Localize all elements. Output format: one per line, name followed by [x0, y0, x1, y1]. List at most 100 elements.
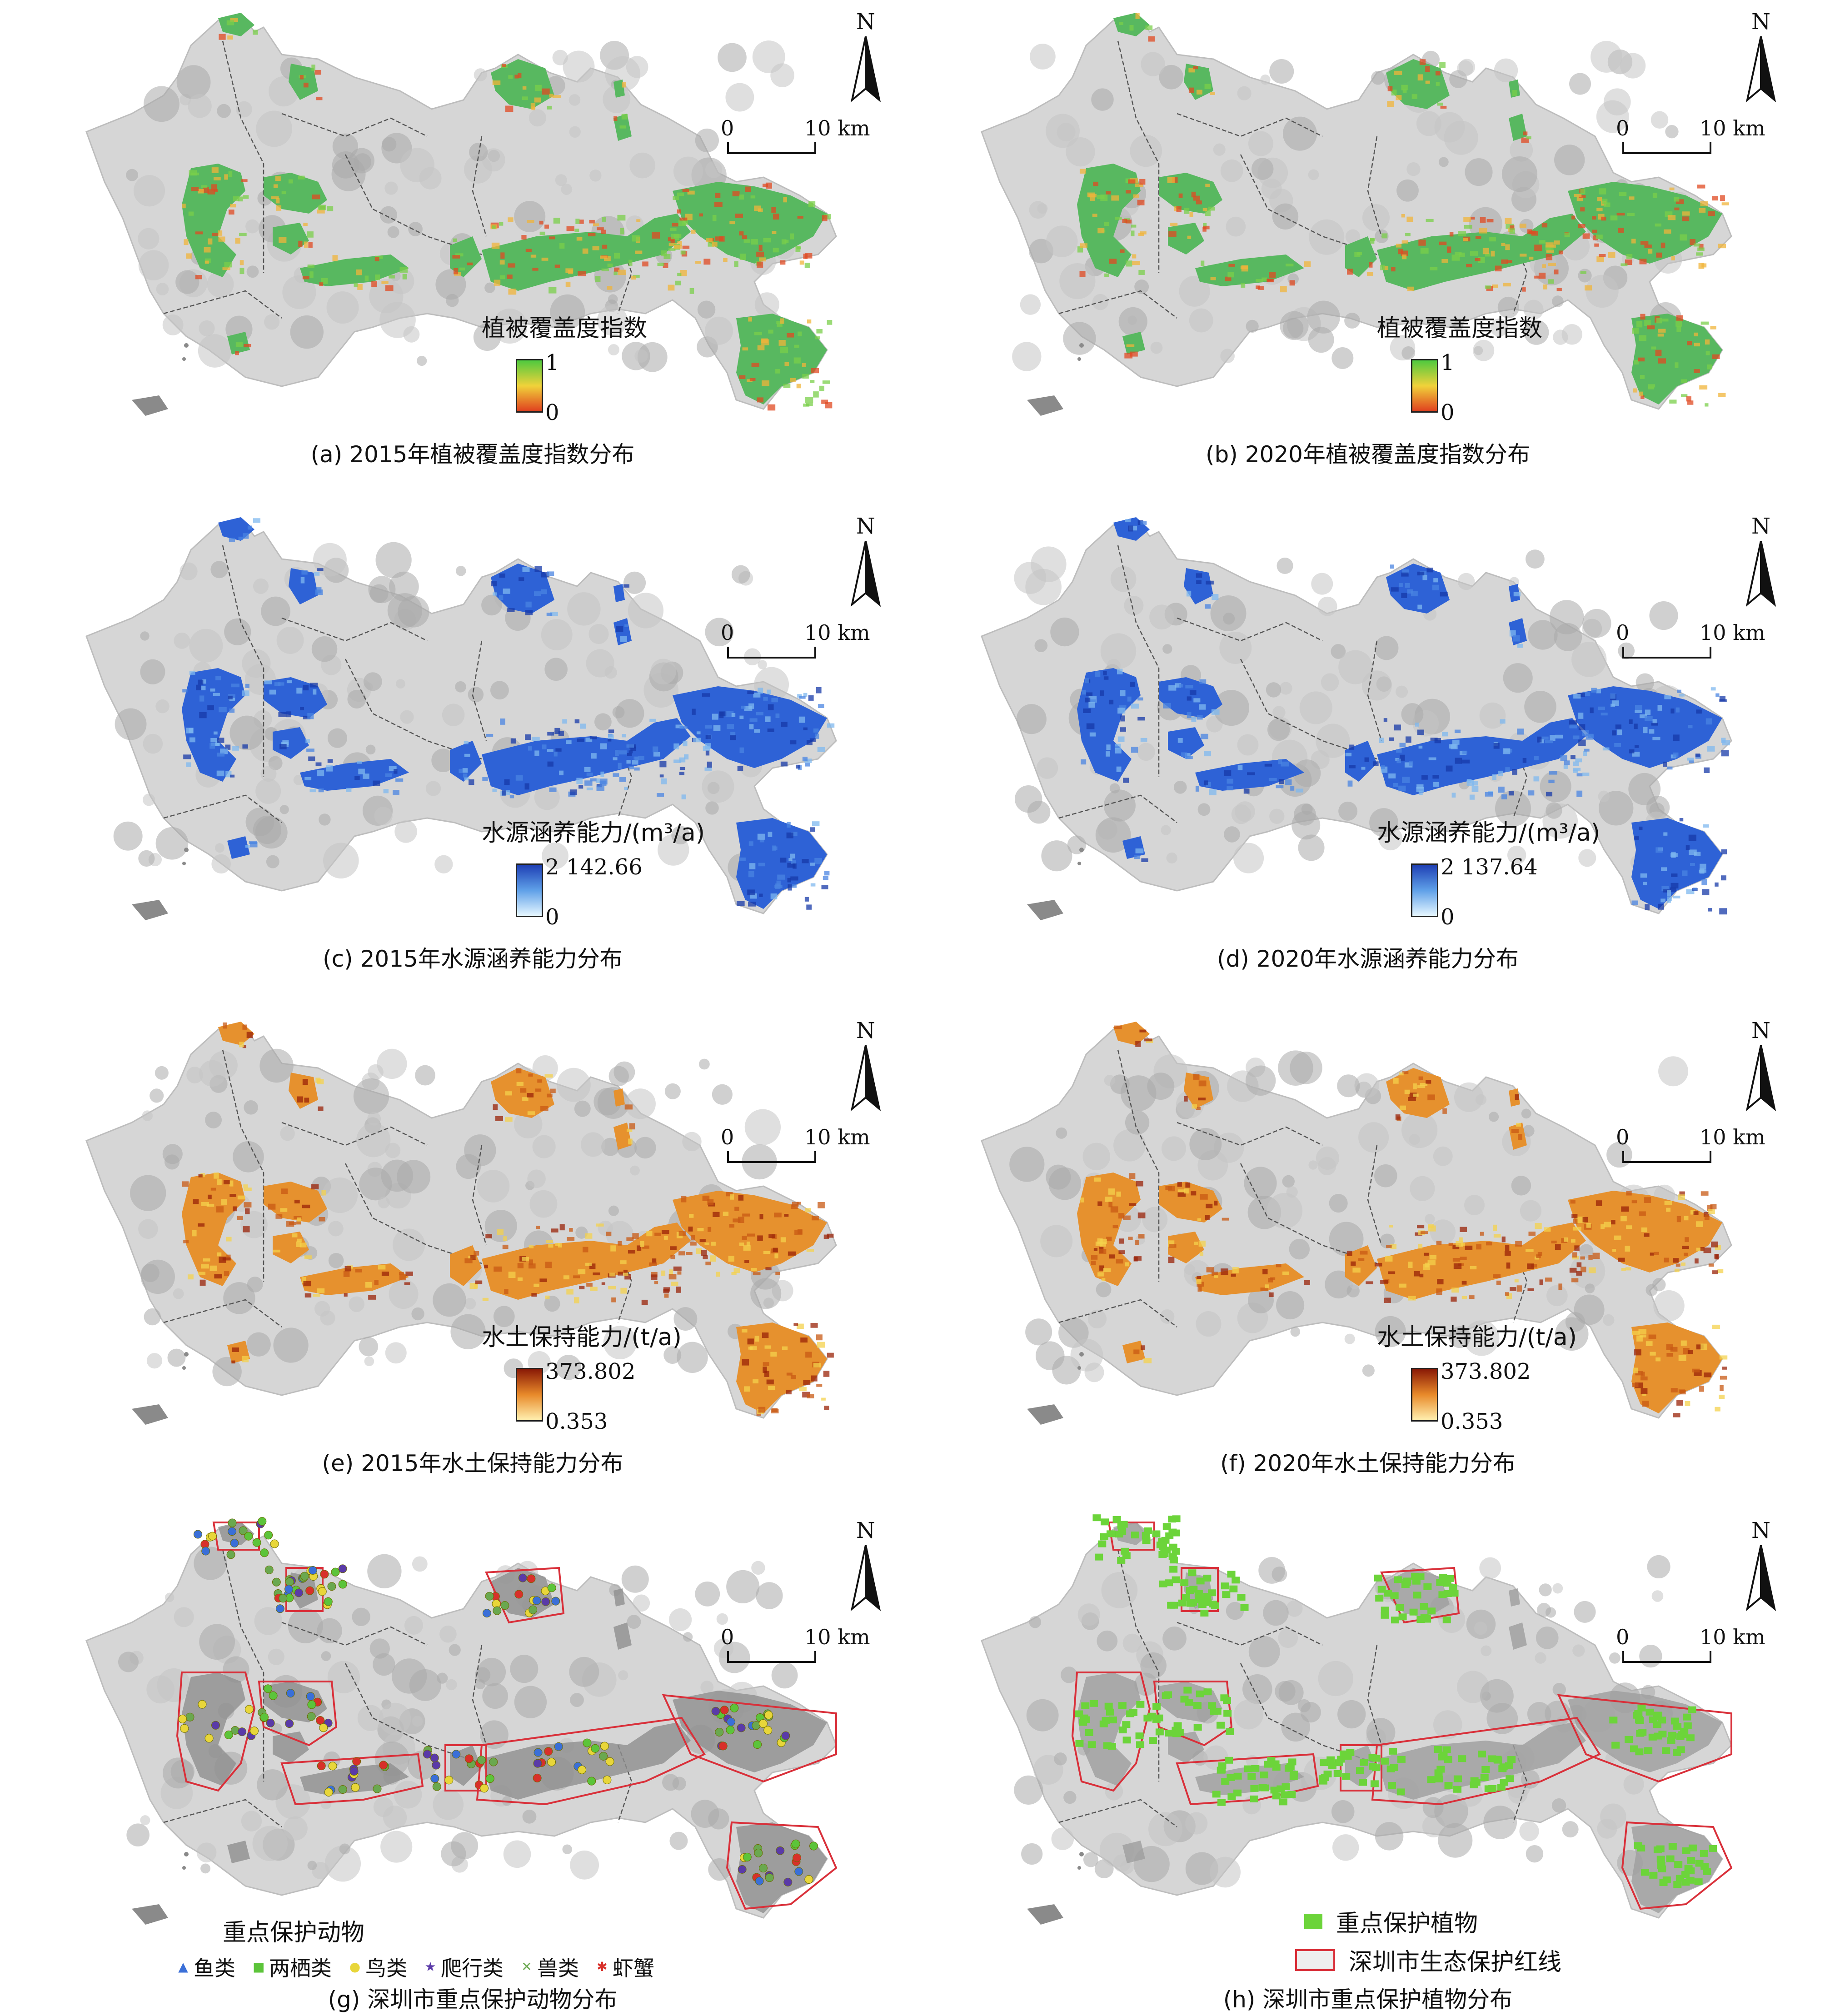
animal-marker	[178, 1714, 187, 1723]
north-arrow-icon: N	[841, 1018, 891, 1112]
plant-marker	[1374, 1574, 1382, 1582]
plant-marker	[1674, 1861, 1683, 1868]
legend-label: 虾蟹	[613, 1956, 654, 1981]
scale-end-label: 10 km	[1700, 116, 1765, 140]
panel-caption: (h) 深圳市重点保护植物分布	[1223, 1986, 1513, 2013]
plant-marker	[1673, 1881, 1682, 1888]
redline-legend-label: 深圳市生态保护红线	[1349, 1949, 1562, 1976]
plant-marker	[1624, 1736, 1633, 1743]
animal-marker	[324, 1597, 333, 1606]
plant-marker	[1480, 1774, 1489, 1781]
panel-caption: (f) 2020年水土保持能力分布	[1220, 1450, 1516, 1477]
map-panel-a: N 0 10 km 植被覆盖度指数 1 0 (a) 2015年植被覆盖度指数分布	[27, 0, 918, 491]
color-ramp	[1411, 863, 1438, 917]
plant-marker	[1169, 1566, 1178, 1573]
plant-marker	[1112, 1516, 1121, 1523]
plant-marker	[1449, 1584, 1457, 1591]
animal-marker	[781, 1731, 790, 1740]
animal-marker	[338, 1580, 347, 1589]
plant-marker	[1260, 1771, 1268, 1779]
animal-marker	[352, 1757, 361, 1766]
plant-marker	[1142, 1537, 1151, 1544]
plant-marker	[1092, 1514, 1101, 1522]
plant-marker	[1703, 1868, 1711, 1875]
plant-marker	[1423, 1616, 1431, 1623]
plant-marker	[1662, 1747, 1670, 1754]
plant-marker	[1250, 1795, 1258, 1802]
north-label: N	[856, 1018, 875, 1043]
plant-marker	[1106, 1708, 1114, 1716]
redline-box-icon	[1295, 1949, 1335, 1971]
legend-item-虾蟹: ✱ 虾蟹	[596, 1952, 654, 1982]
plant-marker	[1182, 1594, 1190, 1601]
scale-start-label: 0	[721, 620, 734, 645]
animal-marker	[379, 1761, 388, 1770]
plant-marker	[1680, 1727, 1689, 1735]
scale-bar: 0 10 km	[1616, 1125, 1765, 1166]
plant-marker	[1187, 1600, 1195, 1607]
map-canvas	[981, 13, 1732, 416]
animal-marker	[272, 1577, 281, 1587]
legend-item-爬行类: ★ 爬行类	[424, 1952, 504, 1982]
plant-marker	[1416, 1573, 1425, 1580]
plant-marker	[1481, 1766, 1490, 1773]
animal-marker	[275, 1604, 284, 1613]
plant-marker	[1372, 1755, 1381, 1762]
plant-marker	[1423, 1583, 1432, 1590]
animal-marker	[599, 1752, 608, 1761]
plant-marker	[1102, 1717, 1110, 1724]
plant-marker	[1281, 1791, 1289, 1798]
animal-marker	[738, 1865, 747, 1874]
plant-marker	[1653, 1846, 1662, 1853]
ramp-min-label: 0	[545, 400, 559, 425]
animal-marker	[578, 1765, 587, 1774]
plant-marker	[1193, 1724, 1202, 1731]
plant-marker	[1212, 1791, 1221, 1798]
plant-marker	[1488, 1755, 1496, 1762]
animal-marker	[485, 1774, 494, 1783]
animal-marker	[430, 1753, 439, 1762]
plant-marker	[1226, 1728, 1234, 1735]
plant-marker	[1135, 1732, 1144, 1740]
animal-marker	[587, 1776, 596, 1786]
plant-marker	[1377, 1586, 1386, 1593]
animal-marker	[730, 1703, 739, 1712]
animal-marker	[286, 1689, 295, 1698]
plant-marker	[1450, 1590, 1459, 1597]
plant-marker	[1223, 1710, 1232, 1717]
ramp-min-label: 0.353	[545, 1409, 608, 1434]
plant-marker	[1370, 1780, 1379, 1787]
plant-marker	[1108, 1717, 1117, 1724]
legend-label: 鱼类	[194, 1956, 235, 1981]
animal-marker	[328, 1762, 337, 1771]
plant-marker	[1318, 1775, 1327, 1782]
square-icon: ■	[253, 1959, 265, 1974]
animal-marker	[264, 1531, 273, 1540]
plant-marker	[1172, 1576, 1180, 1583]
scale-start-label: 0	[1616, 1125, 1630, 1149]
ramp-max-label: 1	[545, 350, 559, 375]
plant-marker	[1609, 1717, 1618, 1724]
animal-marker	[324, 1788, 333, 1797]
plant-marker	[1396, 1788, 1405, 1796]
plant-marker	[1165, 1730, 1173, 1737]
legend-title: 水土保持能力/(t/a)	[1377, 1324, 1577, 1351]
plant-marker	[1668, 1843, 1677, 1850]
plant-marker	[1165, 1579, 1173, 1587]
ramp-min-label: 0	[1441, 400, 1455, 425]
plant-marker	[1121, 1547, 1129, 1555]
scale-bar-line	[1622, 1151, 1711, 1163]
scale-end-label: 10 km	[804, 116, 870, 140]
plant-marker	[1195, 1596, 1203, 1603]
plant-marker	[1356, 1767, 1365, 1774]
plant-marker	[1666, 1855, 1675, 1862]
animal-marker	[727, 1717, 736, 1727]
scale-bar: 0 10 km	[721, 1125, 870, 1166]
plant-marker	[1506, 1775, 1514, 1782]
legend-title: 水土保持能力/(t/a)	[482, 1324, 682, 1351]
plant-marker	[1682, 1847, 1690, 1855]
plant-marker	[1180, 1579, 1189, 1587]
animal-marker	[270, 1539, 279, 1548]
plant-marker	[1683, 1722, 1692, 1729]
plant-marker	[1381, 1757, 1389, 1765]
